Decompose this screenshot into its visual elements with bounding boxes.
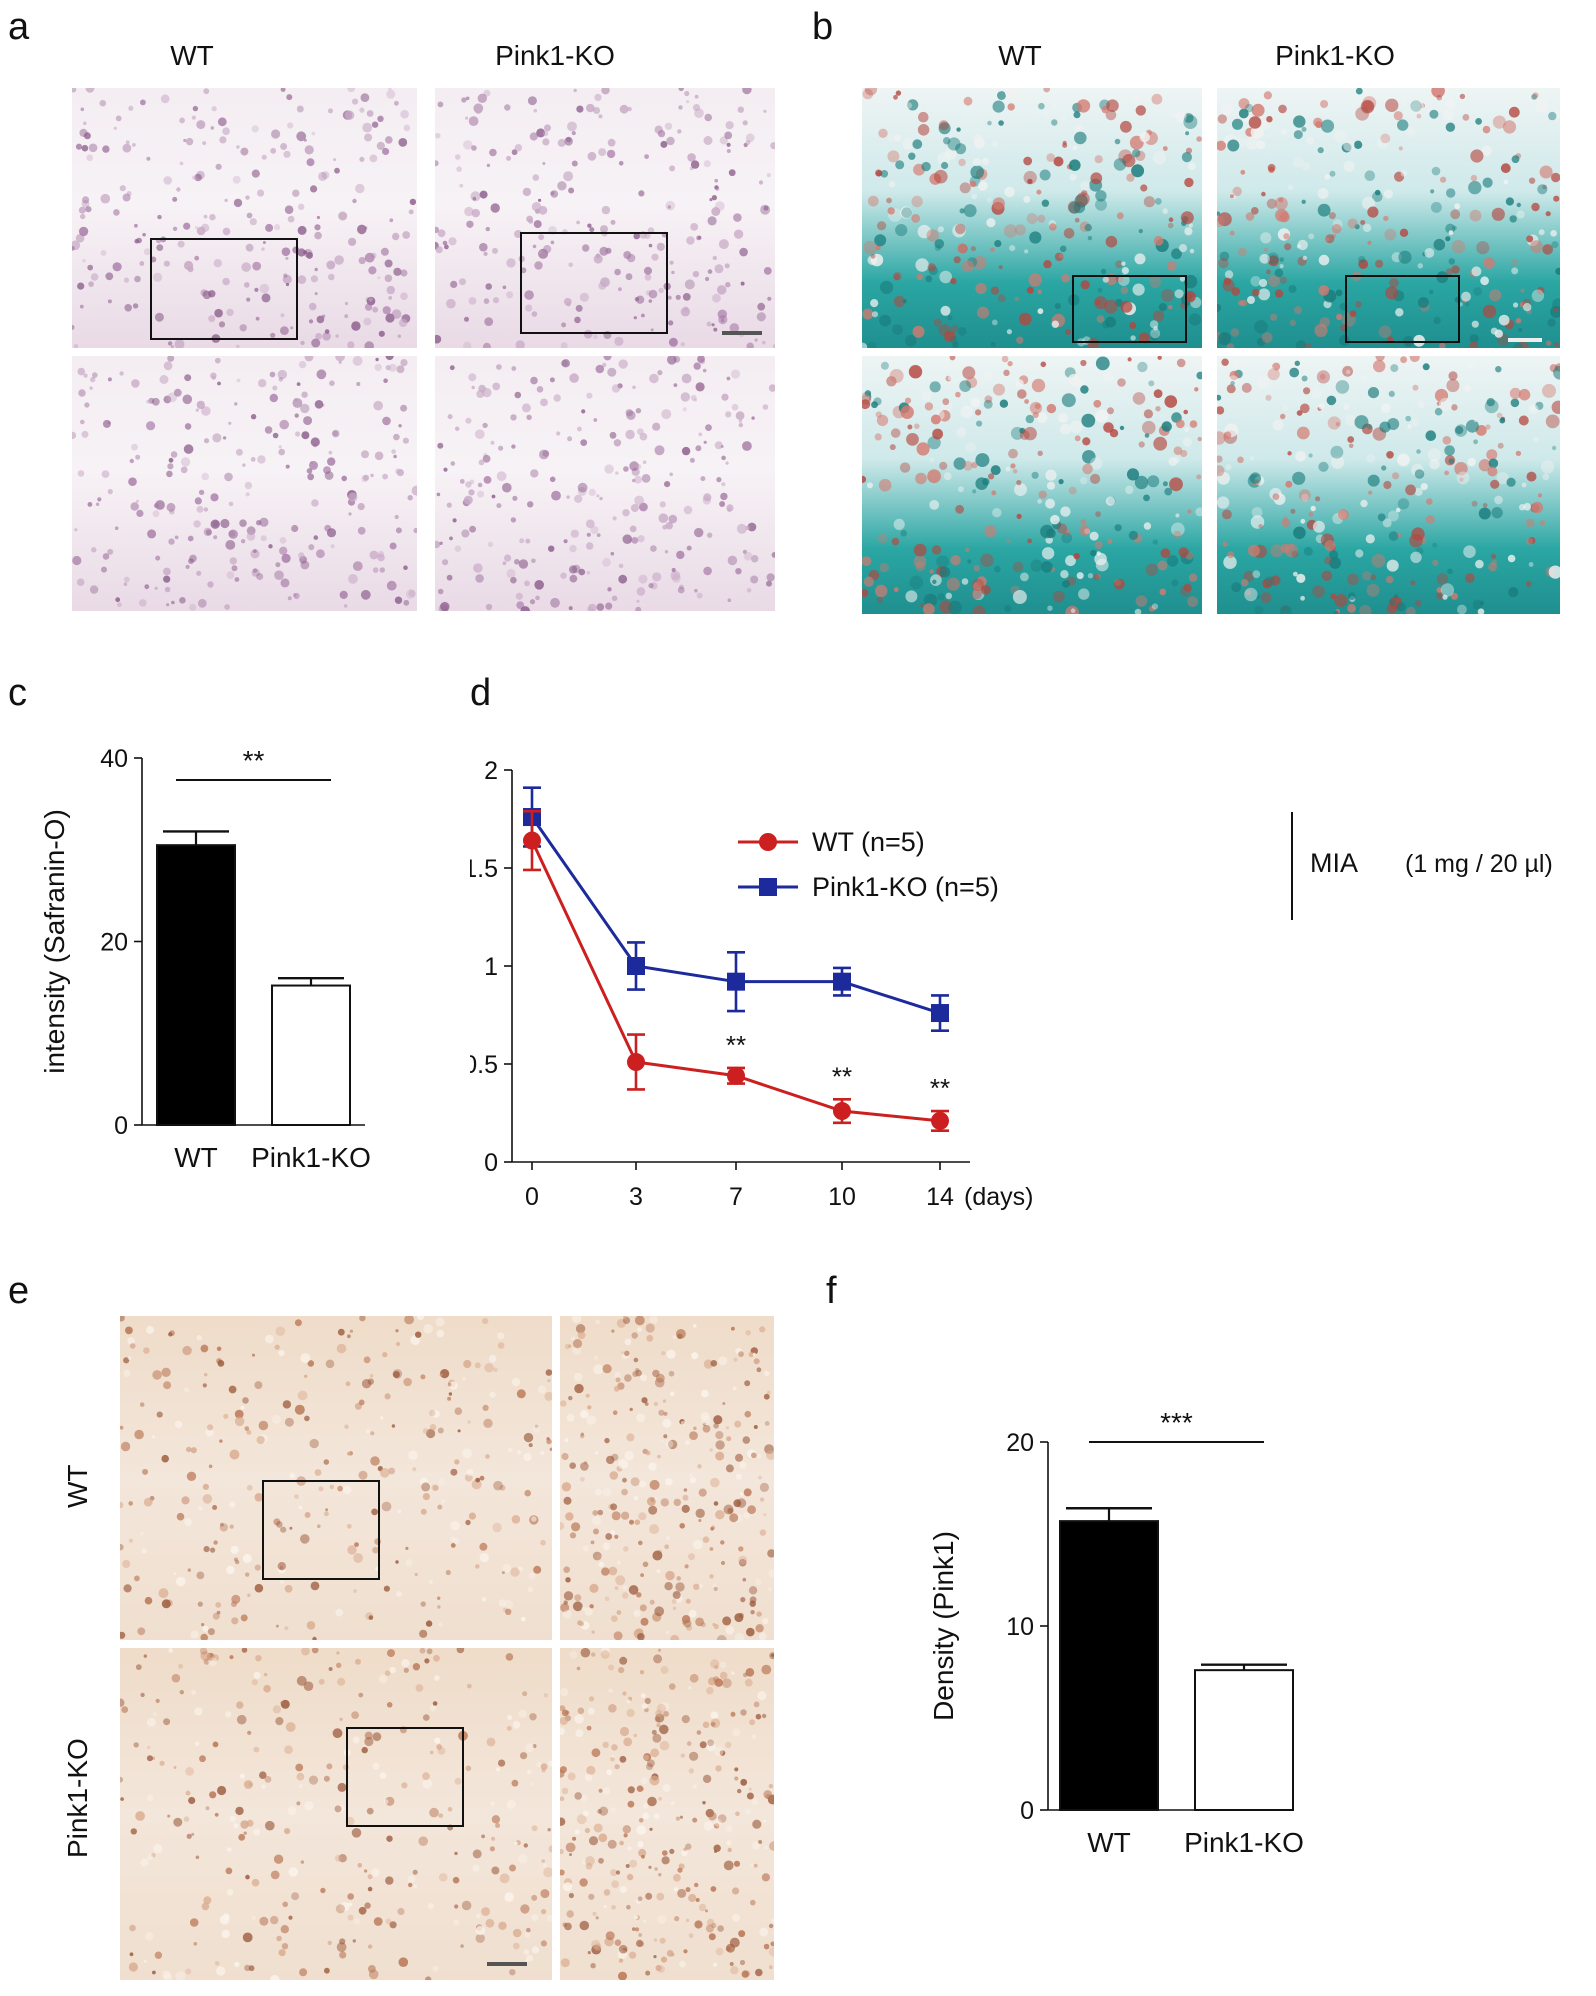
significance-label: ** [832, 1061, 852, 1091]
y-tick-label: 20 [1006, 1429, 1034, 1457]
tissue-texture [435, 88, 775, 348]
scale-bar-e [487, 1962, 527, 1966]
safranin-tile-wt-overview [862, 88, 1202, 348]
tissue-texture [120, 1316, 552, 1640]
data-point-wt [627, 1053, 645, 1072]
y-tick-label: 1 [484, 953, 498, 981]
he-tile-wt-zoom [72, 356, 417, 611]
roi-box-a-ko [520, 232, 668, 334]
scale-bar-a [722, 331, 762, 335]
he-tile-ko-overview [435, 88, 775, 348]
tissue-texture [120, 1648, 552, 1980]
tissue-texture [435, 356, 775, 611]
y-tick-label: 0 [1020, 1797, 1034, 1825]
ihc-tile-ko-overview [120, 1648, 552, 1980]
significance-label: ** [726, 1030, 746, 1060]
x-tick-label: WT [1087, 1827, 1131, 1858]
significance-label: ** [930, 1073, 950, 1103]
tissue-texture [862, 88, 1202, 348]
x-tick-label: Pink1-KO [1184, 1827, 1304, 1858]
legend-label-pink1-ko: Pink1-KO (n=5) [812, 872, 999, 902]
panel-b-col-label-ko: Pink1-KO [1275, 40, 1395, 71]
roi-box-e-wt [262, 1480, 380, 1580]
x-tick-label: 3 [629, 1183, 643, 1211]
x-tick-label: 10 [828, 1183, 856, 1211]
roi-box-a-wt [150, 238, 298, 340]
chart-c-safranin-intensity: 0 20 40 intensity (Safranin-O) WT Pink1-KO ** [39, 745, 371, 1173]
tissue-texture [1217, 356, 1560, 614]
panel-letter-c: c [8, 672, 27, 714]
y-tick-label: 40 [100, 745, 128, 773]
y-tick-label: 1.5 [470, 855, 498, 883]
x-tick-label: 14 [926, 1183, 954, 1211]
mia-dose-label: (1 mg / 20 µl) [1405, 850, 1553, 878]
safranin-tile-wt-zoom [862, 356, 1202, 614]
panel-letter-b: b [812, 6, 834, 48]
y-tick-label: 2 [484, 757, 498, 785]
data-point-wt [931, 1111, 949, 1130]
bar-wt [156, 844, 236, 1126]
legend-marker [759, 833, 777, 851]
panel-e-row-label-wt: WT [62, 1464, 93, 1508]
tissue-texture [72, 356, 417, 611]
ihc-tile-wt-overview [120, 1316, 552, 1640]
legend-label-wt: WT (n=5) [812, 827, 925, 857]
mia-label: MIA [1310, 848, 1358, 878]
he-tile-ko-zoom [435, 356, 775, 611]
bar-wt [1059, 1520, 1159, 1812]
panel-letter-a: a [8, 6, 30, 48]
safranin-tile-ko-overview [1217, 88, 1560, 348]
chart-f-pink1-density: 0 10 20 Density (Pink1) WT Pink1-KO *** [928, 1407, 1304, 1858]
data-point-pink1-ko [627, 957, 645, 975]
panel-e-row-label-ko: Pink1-KO [62, 1738, 93, 1858]
panel-letter-e: e [8, 1270, 30, 1312]
x-tick-label: Pink1-KO [251, 1142, 371, 1173]
bar-pink1-ko [1194, 1669, 1294, 1811]
data-point-pink1-ko [931, 1004, 949, 1023]
y-tick-label: 0.5 [470, 1051, 498, 1079]
panel-letter-d: d [470, 672, 492, 714]
tissue-texture [1217, 88, 1560, 348]
data-point-wt [833, 1102, 851, 1121]
scale-bar-b [1508, 338, 1542, 342]
tissue-texture [862, 356, 1202, 614]
x-axis-unit-label: (days) [964, 1183, 1033, 1211]
legend-marker [759, 878, 777, 896]
data-point-wt [727, 1066, 745, 1085]
y-tick-label: 0 [114, 1112, 128, 1140]
roi-box-e-ko [346, 1727, 464, 1827]
significance-label: *** [1160, 1407, 1193, 1438]
y-tick-label: 10 [1006, 1613, 1034, 1641]
ihc-tile-wt-zoom [560, 1316, 774, 1640]
he-tile-wt-overview [72, 88, 417, 348]
data-point-pink1-ko [833, 972, 851, 991]
panel-a-col-label-wt: WT [170, 40, 214, 71]
y-axis-label: intensity (Safranin-O) [39, 809, 70, 1074]
significance-label: ** [243, 745, 265, 776]
y-axis-label: Density (Pink1) [928, 1531, 959, 1721]
x-tick-label: 7 [729, 1183, 743, 1211]
safranin-tile-ko-zoom [1217, 356, 1560, 614]
bar-pink1-ko [271, 984, 351, 1127]
roi-box-b-ko [1345, 275, 1460, 343]
y-tick-label: 0 [484, 1149, 498, 1177]
tissue-texture [560, 1316, 774, 1640]
data-point-wt [523, 831, 541, 850]
ihc-tile-ko-zoom [560, 1648, 774, 1980]
panel-b-col-label-wt: WT [998, 40, 1042, 71]
panel-letter-f: f [826, 1270, 837, 1312]
roi-box-b-wt [1072, 275, 1187, 343]
data-point-pink1-ko [727, 972, 745, 991]
x-tick-label: 0 [525, 1183, 539, 1211]
panel-a-col-label-ko: Pink1-KO [495, 40, 615, 71]
y-tick-label: 20 [100, 929, 128, 957]
tissue-texture [72, 88, 417, 348]
x-tick-label: WT [174, 1142, 218, 1173]
tissue-texture [560, 1648, 774, 1980]
